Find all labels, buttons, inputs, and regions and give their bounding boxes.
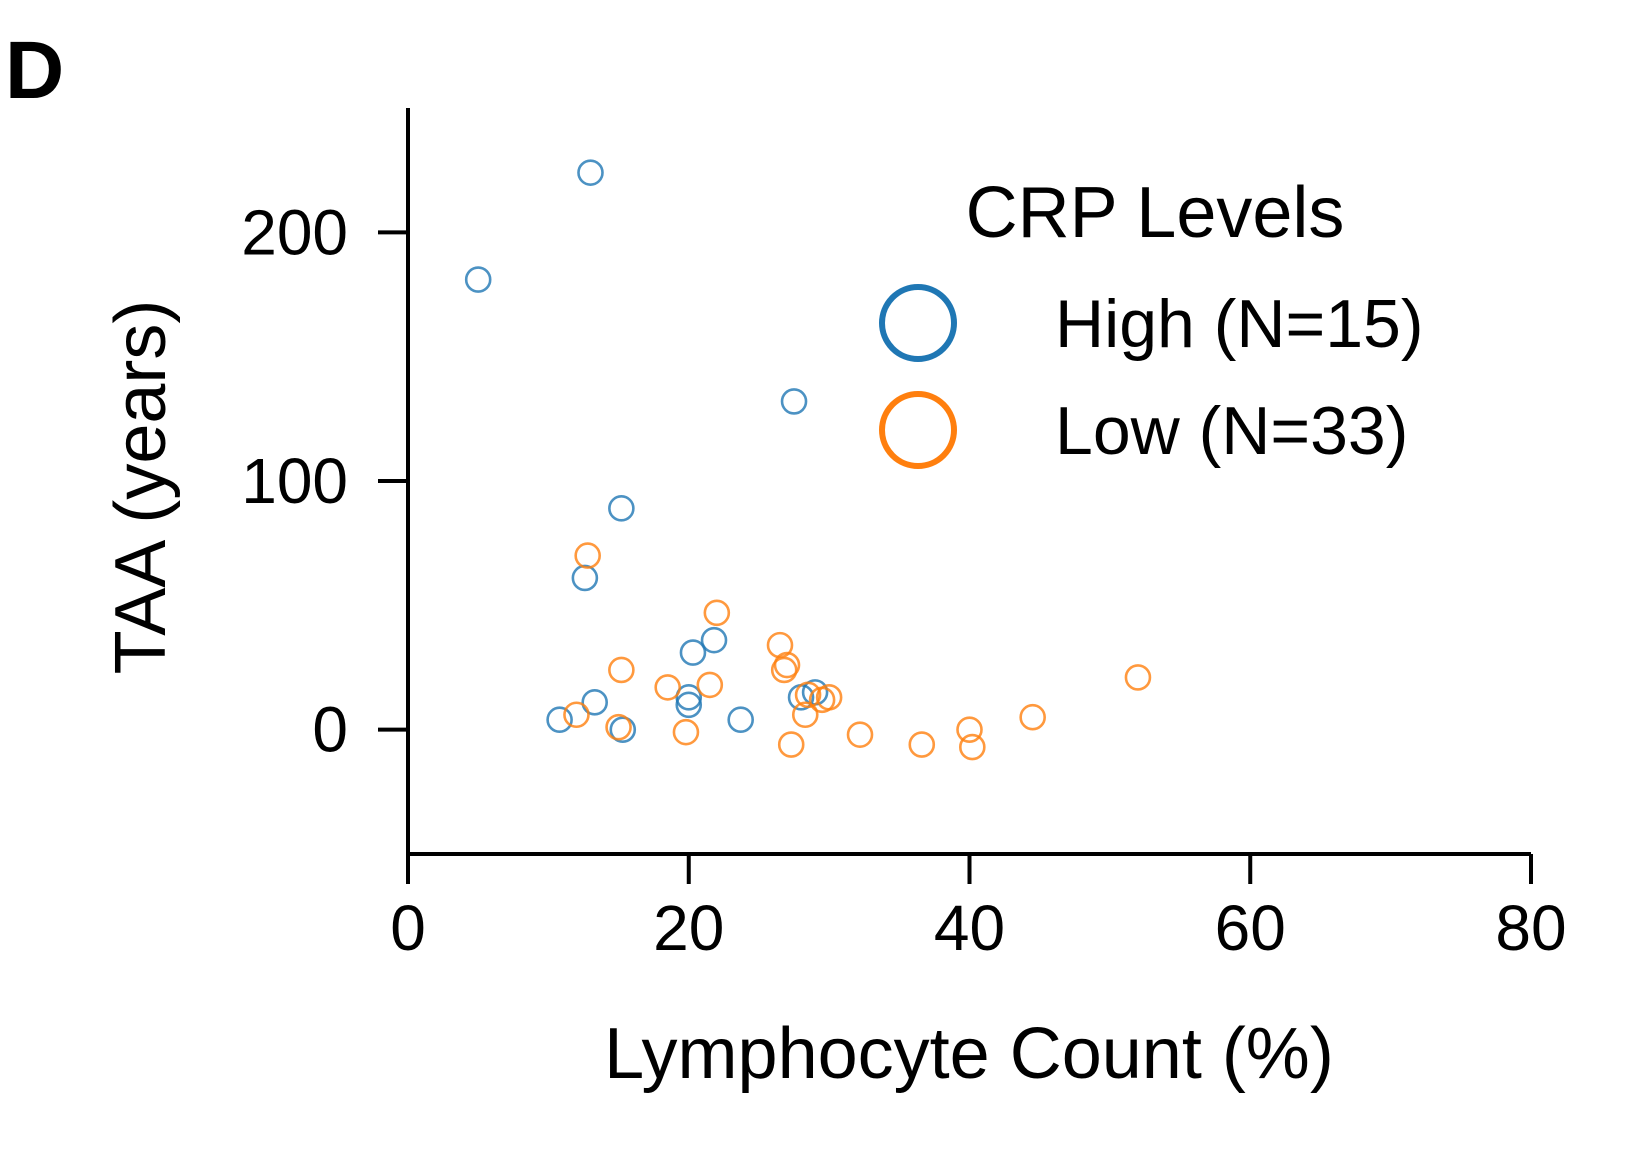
x-tick-label: 80 xyxy=(1495,892,1566,964)
data-point-high xyxy=(609,496,633,520)
y-axis-label: TAA (years) xyxy=(101,300,181,675)
legend-entries: High (N=15) Low (N=33) xyxy=(882,286,1424,469)
y-axis-ticks: 0 100 200 xyxy=(241,196,408,765)
y-tick-label: 100 xyxy=(241,445,348,517)
data-point-low xyxy=(958,718,982,742)
legend-marker-low xyxy=(882,394,954,466)
legend-marker-high xyxy=(882,287,954,359)
data-point-low xyxy=(564,703,588,727)
data-point-high xyxy=(466,268,490,292)
data-point-low xyxy=(960,735,984,759)
x-axis-label: Lymphocyte Count (%) xyxy=(604,1014,1334,1094)
data-point-low xyxy=(705,601,729,625)
x-tick-label: 20 xyxy=(653,892,724,964)
x-tick-label: 0 xyxy=(390,892,426,964)
data-point-high xyxy=(583,690,607,714)
data-point-low xyxy=(674,720,698,744)
legend-title: CRP Levels xyxy=(966,173,1345,253)
data-point-low xyxy=(576,544,600,568)
data-point-low xyxy=(1021,705,1045,729)
legend-label-low: Low (N=33) xyxy=(1055,393,1408,469)
data-point-high xyxy=(548,708,572,732)
data-point-high xyxy=(782,389,806,413)
data-point-low xyxy=(609,658,633,682)
x-tick-label: 40 xyxy=(934,892,1005,964)
data-point-low xyxy=(779,733,803,757)
x-axis-ticks: 0 20 40 60 80 xyxy=(390,854,1566,964)
y-tick-label: 200 xyxy=(241,196,348,268)
data-point-low xyxy=(698,673,722,697)
data-point-high xyxy=(578,161,602,185)
data-point-high xyxy=(681,641,705,665)
legend-label-high: High (N=15) xyxy=(1055,286,1424,362)
data-point-low xyxy=(1126,665,1150,689)
legend: CRP Levels High (N=15) Low (N=33) xyxy=(882,173,1424,469)
plot-area: 0 20 40 60 80 0 100 200 xyxy=(241,108,1566,964)
data-point-high xyxy=(573,566,597,590)
data-point-high xyxy=(729,708,753,732)
panel-label: D xyxy=(5,25,64,116)
data-point-low xyxy=(910,733,934,757)
data-point-low xyxy=(656,675,680,699)
data-point-low xyxy=(848,723,872,747)
x-tick-label: 60 xyxy=(1215,892,1286,964)
y-tick-label: 0 xyxy=(312,694,348,766)
